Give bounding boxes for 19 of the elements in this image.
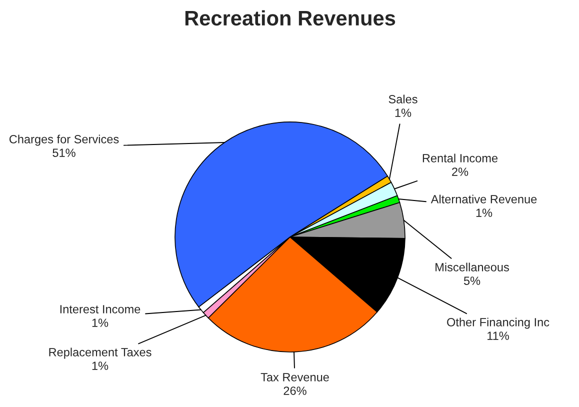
data-label: 1% [92,318,108,327]
slice-label: Replacement Taxes [49,348,152,359]
data-label: 11% [488,332,509,340]
slice-label: Sales [388,94,418,104]
data-label: 26% [284,386,306,395]
data-label: 2% [452,168,468,176]
slice-label: Miscellaneous [436,262,509,272]
data-label: 1% [92,362,108,370]
slice-label: Interest Income [60,305,140,314]
slice-label: Tax Revenue [260,373,329,382]
slice-label: Alternative Revenue [430,194,537,204]
data-label: 1% [476,208,492,217]
chart-title: Recreation Revenues [185,10,396,26]
slice-label: Other Financing Inc [447,318,550,329]
data-label: 51% [52,148,76,157]
data-label: 5% [464,276,480,285]
slice-label: Charges for Services [9,134,119,146]
data-label: 1% [395,108,412,117]
slice-label: Rental Income [422,154,498,162]
